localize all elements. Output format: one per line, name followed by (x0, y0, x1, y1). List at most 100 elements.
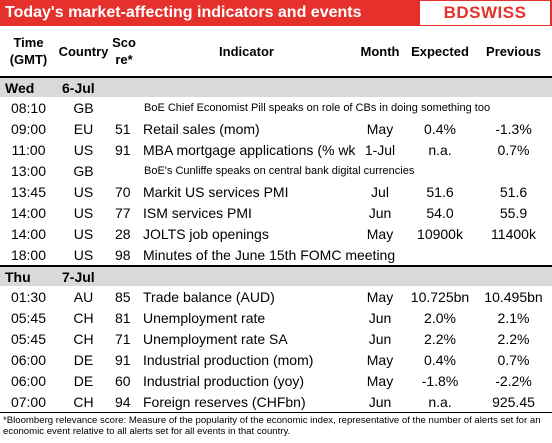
date: 7-Jul (57, 265, 552, 286)
day-row: Wed 6-Jul (0, 76, 552, 97)
score: 91 (115, 351, 131, 368)
month: May (366, 288, 394, 305)
expected: n.a. (428, 141, 452, 158)
time: 06:00 (10, 372, 47, 389)
time: 08:10 (10, 99, 47, 116)
previous: 11400k (491, 225, 536, 242)
expected: 2.0% (424, 309, 456, 326)
event-row: 01:30 AU 85 Trade balance (AUD) May 10.725bn 1… (0, 286, 552, 307)
indicator: Minutes of the June 15th FOMC meeting (143, 246, 396, 263)
indicator: Unemployment rate SA (143, 330, 288, 347)
event: BoE's Cunliffe speaks on central bank di… (144, 164, 415, 177)
date: 6-Jul (57, 76, 552, 97)
month: Jun (368, 204, 392, 221)
month: 1-Jul (364, 141, 396, 158)
column-header: Indicator (138, 26, 355, 78)
month: May (366, 372, 394, 389)
expected: 10900k (417, 225, 463, 242)
time: 05:45 (10, 309, 47, 326)
time: 05:45 (10, 330, 47, 347)
country: CH (73, 309, 94, 326)
country: GB (73, 99, 94, 116)
month: May (366, 351, 394, 368)
event-row: 18:00 US 98 Minutes of the June 15th FOMC m… (0, 244, 552, 266)
event-row: 14:00 US 77 ISM services PMI Jun 54.0 55.9 (0, 202, 552, 223)
time: 13:45 (10, 183, 47, 200)
day-row: Thu 7-Jul (0, 265, 552, 286)
previous: -1.3% (495, 120, 532, 137)
header-row: Time (GMT) Country Sco re* Indicator Month Ex… (0, 26, 552, 78)
indicator: Markit US services PMI (143, 183, 289, 200)
previous: 2.2% (497, 330, 530, 347)
country: GB (73, 162, 94, 179)
month: May (366, 225, 394, 242)
column-header: Month (355, 26, 405, 78)
indicator: Unemployment rate (143, 309, 266, 326)
score: 77 (115, 204, 131, 221)
indicator: Industrial production (mom) (143, 351, 314, 368)
time: 09:00 (10, 120, 47, 137)
event-row: 05:45 CH 81 Unemployment rate Jun 2.0% 2.1% (0, 307, 552, 328)
score: 60 (115, 372, 131, 389)
time: 06:00 (10, 351, 47, 368)
month: May (366, 120, 394, 137)
time: 07:00 (10, 393, 47, 410)
score: 81 (115, 309, 131, 326)
expected: 54.0 (426, 204, 454, 221)
column-header: Sco re* (110, 26, 138, 78)
previous: -2.2% (495, 372, 532, 389)
event-row: 09:00 EU 51 Retail sales (mom) May 0.4% -1.3% (0, 118, 552, 139)
title: Today's market-affecting indicators and … (5, 4, 362, 21)
score: 91 (115, 141, 131, 158)
indicator: ISM services PMI (143, 204, 252, 221)
country: DE (73, 372, 94, 389)
event-row: 08:10 GB BoE Chief Economist Pill speaks o… (0, 97, 552, 118)
score: 85 (115, 288, 131, 305)
country: US (73, 141, 94, 158)
day: Wed (0, 76, 57, 97)
country: AU (73, 288, 94, 305)
country: DE (73, 351, 94, 368)
score: 28 (115, 225, 131, 242)
month: Jun (368, 330, 392, 347)
event-row: 14:00 US 28 JOLTS job openings May 10900k 1140… (0, 223, 552, 244)
cell (110, 97, 138, 118)
event-row: 13:00 GB BoE's Cunliffe speaks on central … (0, 160, 552, 181)
event-row: 06:00 DE 91 Industrial production (mom) May 0… (0, 349, 552, 370)
event-row: 07:00 CH 94 Foreign reserves (CHFbn) Jun n.a.… (0, 391, 552, 412)
column-header: Time (GMT) (0, 26, 57, 78)
expected: 0.4% (424, 351, 456, 368)
time: 11:00 (11, 141, 46, 158)
time: 13:00 (10, 162, 47, 179)
column-header: Previous (475, 26, 552, 78)
indicator: Retail sales (mom) (143, 120, 260, 137)
day: Thu (0, 265, 57, 286)
country: US (73, 183, 94, 200)
previous: 10.495bn (484, 288, 543, 305)
time: 01:30 (10, 288, 47, 305)
expected: 0.4% (424, 120, 456, 137)
previous: 925.45 (492, 393, 535, 410)
indicator: Foreign reserves (CHFbn) (143, 393, 306, 410)
country: US (73, 246, 94, 263)
previous: 55.9 (499, 204, 528, 221)
score: 51 (115, 120, 131, 137)
expected: 2.2% (424, 330, 456, 347)
event-row: 13:45 US 70 Markit US services PMI Jul 51.6 51… (0, 181, 552, 202)
logo: BDSWISS (420, 1, 550, 25)
country: US (73, 204, 94, 221)
score: 98 (115, 246, 131, 263)
expected: 10.725bn (410, 288, 470, 305)
score: 71 (115, 330, 131, 347)
score: 94 (115, 393, 131, 410)
previous: 0.7% (497, 351, 530, 368)
title-bar: Today's market-affecting indicators and … (0, 0, 552, 26)
cell (110, 160, 138, 181)
column-header: Expected (405, 26, 475, 78)
indicator: MBA mortgage applications (% wk) (143, 141, 355, 158)
event: BoE Chief Economist Pill speaks on role … (144, 101, 491, 114)
previous: 51.6 (499, 183, 528, 200)
footnote: *Bloomberg relevance score: Measure of t… (0, 412, 552, 437)
indicator: JOLTS job openings (143, 225, 269, 242)
